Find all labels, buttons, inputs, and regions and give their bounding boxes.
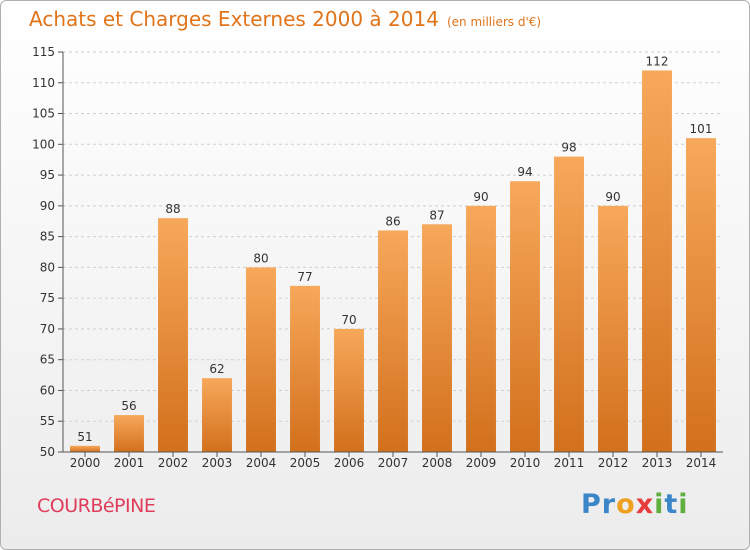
bar-2000 xyxy=(70,445,100,452)
logo-letter: t xyxy=(664,489,679,520)
bar-2007 xyxy=(378,230,408,452)
x-tick-label: 2006 xyxy=(334,456,365,470)
bar-2003 xyxy=(202,378,232,452)
x-tick-label: 2009 xyxy=(466,456,497,470)
bar-value-label: 70 xyxy=(341,313,356,327)
y-tick-label: 60 xyxy=(40,383,55,397)
logo-letter: i xyxy=(678,489,689,520)
y-tick-label: 110 xyxy=(32,76,55,90)
bar-2010 xyxy=(510,181,540,452)
x-tick-label: 2010 xyxy=(510,456,541,470)
bar-value-label: 101 xyxy=(690,122,713,136)
bar-2002 xyxy=(158,218,188,452)
y-tick-label: 90 xyxy=(40,199,55,213)
bar-value-label: 94 xyxy=(517,165,532,179)
y-tick-label: 95 xyxy=(40,168,55,182)
x-tick-label: 2012 xyxy=(598,456,629,470)
bar-2001 xyxy=(114,415,144,452)
bar-value-label: 51 xyxy=(77,430,92,444)
proxiti-logo: Proxiti xyxy=(581,489,689,520)
bar-2006 xyxy=(334,328,364,452)
y-tick-label: 105 xyxy=(32,107,55,121)
bar-2005 xyxy=(290,285,320,452)
y-tick-label: 85 xyxy=(40,230,55,244)
bar-2009 xyxy=(466,205,496,452)
bar-value-label: 90 xyxy=(605,190,620,204)
chart-title-text: Achats et Charges Externes 2000 à 2014 xyxy=(29,7,439,31)
y-tick-label: 115 xyxy=(32,45,55,59)
x-tick-label: 2011 xyxy=(554,456,585,470)
x-tick-label: 2001 xyxy=(114,456,145,470)
x-tick-label: 2004 xyxy=(246,456,277,470)
x-tick-label: 2005 xyxy=(290,456,321,470)
x-axis: 2000 2001 2002 2003 2004 2005 2006 2007 2008 2009… xyxy=(63,451,723,470)
bar-value-label: 56 xyxy=(121,399,136,413)
logo-letter: r xyxy=(601,489,617,520)
bar-2011 xyxy=(554,156,584,452)
bar-2013 xyxy=(642,70,672,452)
x-tick-label: 2000 xyxy=(70,456,101,470)
bar-value-label: 90 xyxy=(473,190,488,204)
bars: 51 56 88 62 80 77 70 86 87 90 94 98 90 112 101 xyxy=(70,54,716,452)
bar-value-label: 112 xyxy=(646,54,669,68)
y-tick-label: 70 xyxy=(40,322,55,336)
logo-letter: P xyxy=(581,489,602,520)
bar-value-label: 87 xyxy=(429,208,444,222)
y-tick-label: 50 xyxy=(40,445,55,459)
y-tick-label: 65 xyxy=(40,353,55,367)
bar-2008 xyxy=(422,224,452,452)
x-tick-label: 2007 xyxy=(378,456,409,470)
x-tick-label: 2003 xyxy=(202,456,233,470)
y-tick-label: 80 xyxy=(40,260,55,274)
x-tick-label: 2013 xyxy=(642,456,673,470)
bar-2012 xyxy=(598,205,628,452)
y-axis: 50 55 60 65 70 75 80 85 90 95 100 105 110 115 xyxy=(32,45,64,459)
bar-2014 xyxy=(686,138,716,452)
bar-value-label: 86 xyxy=(385,214,400,228)
chart-subtitle: (en milliers d'€) xyxy=(446,15,542,29)
bar-value-label: 88 xyxy=(165,202,180,216)
logo-letter: o xyxy=(616,489,636,520)
y-tick-label: 55 xyxy=(40,414,55,428)
x-tick-label: 2002 xyxy=(158,456,189,470)
bar-2004 xyxy=(246,267,276,452)
y-tick-label: 100 xyxy=(32,137,55,151)
bar-value-label: 80 xyxy=(253,251,268,265)
bar-value-label: 77 xyxy=(297,270,312,284)
logo-letter: i xyxy=(654,489,665,520)
y-tick-label: 75 xyxy=(40,291,55,305)
bar-value-label: 98 xyxy=(561,141,576,155)
x-tick-label: 2014 xyxy=(686,456,717,470)
x-tick-label: 2008 xyxy=(422,456,453,470)
bar-value-label: 62 xyxy=(209,362,224,376)
logo-letter: x xyxy=(635,489,655,520)
chart-title: Achats et Charges Externes 2000 à 2014 (e… xyxy=(29,7,541,31)
commune-name: COURBéPINE xyxy=(37,495,156,517)
